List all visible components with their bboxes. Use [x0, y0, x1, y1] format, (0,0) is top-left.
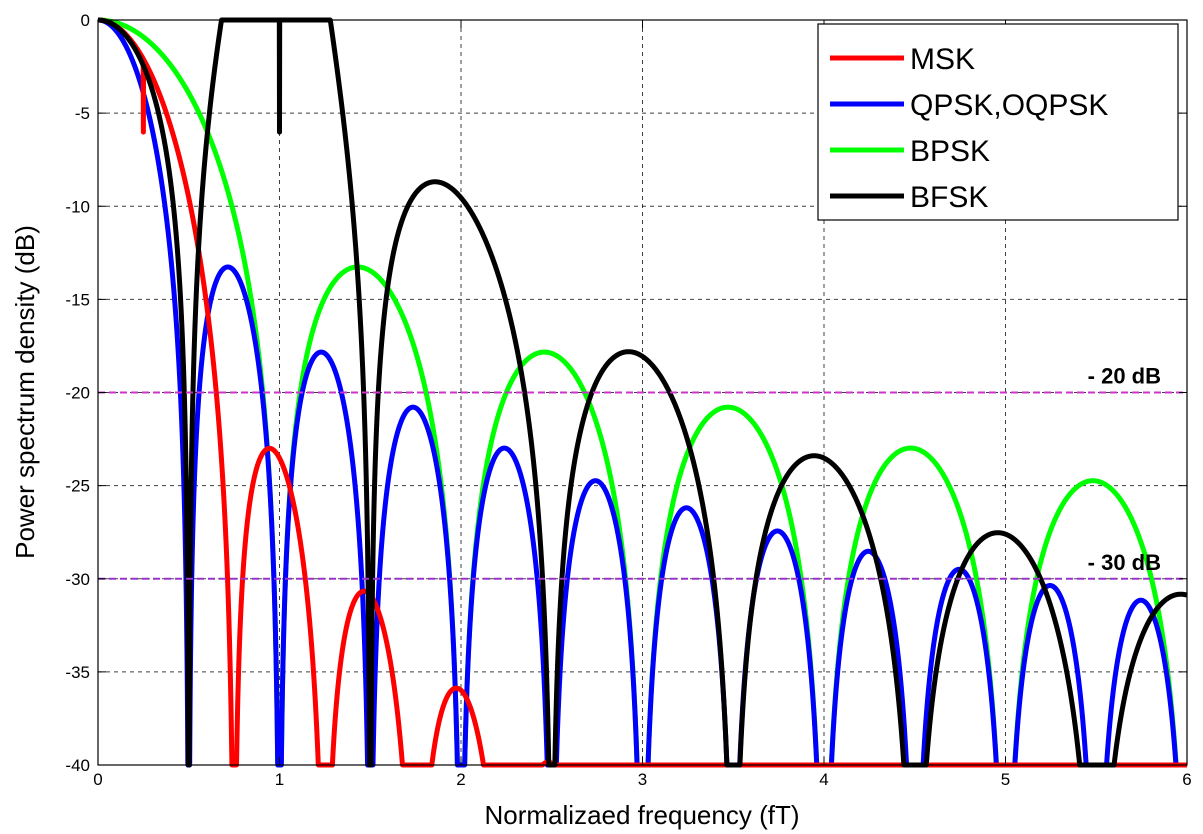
series-line-bfsk [95, 17, 1190, 768]
legend-label: BPSK [910, 135, 990, 168]
reference-lines: - 20 dB - 30 dB [98, 364, 1187, 580]
reference-line-label: - 20 dB [1088, 364, 1161, 389]
y-tick-label: -30 [65, 570, 90, 589]
y-tick-label: -10 [65, 197, 90, 216]
y-tick-label: -25 [65, 477, 90, 496]
y-axis-label: Power spectrum density (dB) [10, 225, 40, 559]
x-tick-label: 6 [1182, 770, 1191, 789]
y-tick-label: -35 [65, 663, 90, 682]
x-tick-label: 2 [456, 770, 465, 789]
y-axis-ticks: 0 -5 -10 -15 -20 -25 -30 -35 -40 [65, 11, 1187, 775]
x-tick-label: 4 [819, 770, 828, 789]
legend: MSK QPSK,OQPSK BPSK BFSK [817, 23, 1179, 221]
y-tick-label: -40 [65, 756, 90, 775]
x-axis-label: Normalizaed frequency (fT) [485, 800, 800, 830]
legend-label: MSK [910, 43, 975, 76]
y-tick-label: -20 [65, 384, 90, 403]
y-tick-label: 0 [81, 11, 90, 30]
x-tick-label: 3 [638, 770, 647, 789]
x-tick-label: 0 [93, 770, 102, 789]
y-tick-label: -15 [65, 290, 90, 309]
reference-line-label: - 30 dB [1088, 550, 1161, 575]
legend-box [817, 23, 1179, 221]
legend-label: QPSK,OQPSK [910, 89, 1108, 122]
x-tick-label: 5 [1001, 770, 1010, 789]
legend-label: BFSK [910, 181, 988, 214]
y-tick-label: -5 [75, 104, 90, 123]
x-axis-ticks: 0 1 2 3 4 5 6 [93, 20, 1192, 789]
x-tick-label: 1 [275, 770, 284, 789]
